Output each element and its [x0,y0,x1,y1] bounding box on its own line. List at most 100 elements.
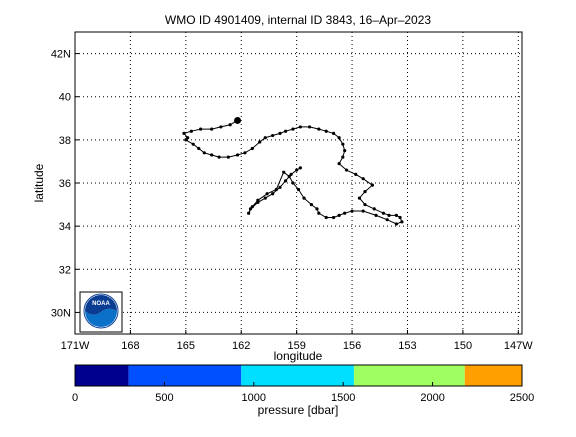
float-position-point [317,211,321,215]
float-position-point [341,142,345,146]
float-position-point [271,133,275,138]
float-position-point [324,129,328,133]
float-position-point [191,142,195,146]
float-position-point [226,155,230,159]
float-position-point [247,211,251,215]
map-frame [74,31,523,335]
map-x-ticks: 171W 168 165 162 159 156 153 150 147W [61,330,533,352]
float-position-point [291,181,295,185]
colorbar-segment [75,365,129,386]
float-position-point [289,172,293,176]
float-position-point [296,187,301,192]
float-position-point [370,183,374,187]
float-position-point [331,215,336,220]
colorbar-tick-label: 1500 [331,392,355,404]
colorbar-frame [74,364,523,387]
float-position-point [217,155,221,159]
map-x-tick-label: 150 [454,340,472,352]
float-position-point [337,161,341,166]
map-x-tick-label: 171W [61,340,90,352]
float-position-point [283,179,288,183]
colorbar-tick-label: 2000 [420,392,444,404]
float-position-point [309,202,314,207]
float-position-point [263,196,267,200]
float-position-point [315,207,319,211]
float-position-point [363,202,367,207]
float-position-point [258,140,262,144]
float-position-point [282,170,286,174]
colorbar-tick-label: 500 [155,392,173,404]
map-y-tick-label: 34 [59,221,71,233]
float-position-point [248,207,253,211]
float-position-point [337,136,341,140]
float-position-point [250,205,254,209]
float-position-point [210,127,214,131]
map-y-tick-label: 38 [59,135,71,147]
float-position-point [271,192,275,196]
float-position-point [341,155,345,159]
colorbar-segment [464,365,522,386]
map-plot-area [75,32,522,334]
map-title: WMO ID 4901409, internal ID 3843, 16–Apr… [165,13,431,27]
colorbar-tick-label: 2500 [510,392,534,404]
float-position-point [324,215,328,220]
map-y-tick-label: 36 [59,178,71,190]
map-x-tick-label: 153 [398,340,416,352]
float-position-point [182,131,186,135]
float-position-point [274,187,278,192]
map-x-tick-label: 162 [232,340,250,352]
float-position-point [394,222,398,226]
map-x-tick-label: 156 [343,340,361,352]
float-position-point [278,131,282,135]
float-position-point [363,190,367,194]
float-position-point [343,149,347,153]
float-position-point [337,213,341,217]
noaa-logo-text: NOAA [92,301,110,307]
map-x-tick-label: 147W [504,340,533,352]
float-position-point [263,136,267,140]
colorbar-tick-label: 0 [72,392,78,404]
float-position-point [184,138,188,142]
map-y-tick-label: 42N [51,49,71,61]
pressure-colorbar [75,365,522,386]
float-position-point [331,131,336,135]
map-x-label: longitude [274,349,323,363]
float-position-point [298,125,302,129]
map-y-ticks: 30N 32 34 36 38 40 42N [51,49,79,319]
map-x-tick-label: 168 [121,340,139,352]
float-position-point [385,218,389,222]
float-position-point [400,220,404,224]
float-position-point [291,127,295,131]
float-position-point [228,123,232,127]
float-position-point [189,129,193,133]
float-position-point [394,213,398,217]
colorbar-segment [241,365,354,386]
colorbar-ticks: 0 500 1000 1500 2000 2500 [72,382,534,404]
float-position-point [287,174,291,179]
float-position-point [357,196,362,200]
float-position-point [361,209,365,213]
map-x-tick-label: 159 [287,340,305,352]
map-y-tick-label: 30N [51,307,71,319]
map-grid [74,32,522,334]
float-position-point [295,168,299,172]
float-position-point [361,177,365,181]
float-latest-position-marker [234,116,242,124]
float-position-point [186,136,190,140]
float-position-point [317,127,321,131]
colorbar-segment [128,365,242,386]
noaa-logo: NOAA [79,291,123,333]
float-position-point [398,215,402,220]
map-y-tick-label: 32 [59,264,71,276]
float-position-point [298,166,302,170]
float-position-point [374,213,378,217]
colorbar-segment [353,365,465,386]
float-position-point [256,200,260,205]
float-position-point [283,129,288,133]
map-y-label: latitude [32,163,46,202]
float-position-point [278,185,282,189]
float-position-point [387,213,391,217]
float-position-point [354,172,358,176]
